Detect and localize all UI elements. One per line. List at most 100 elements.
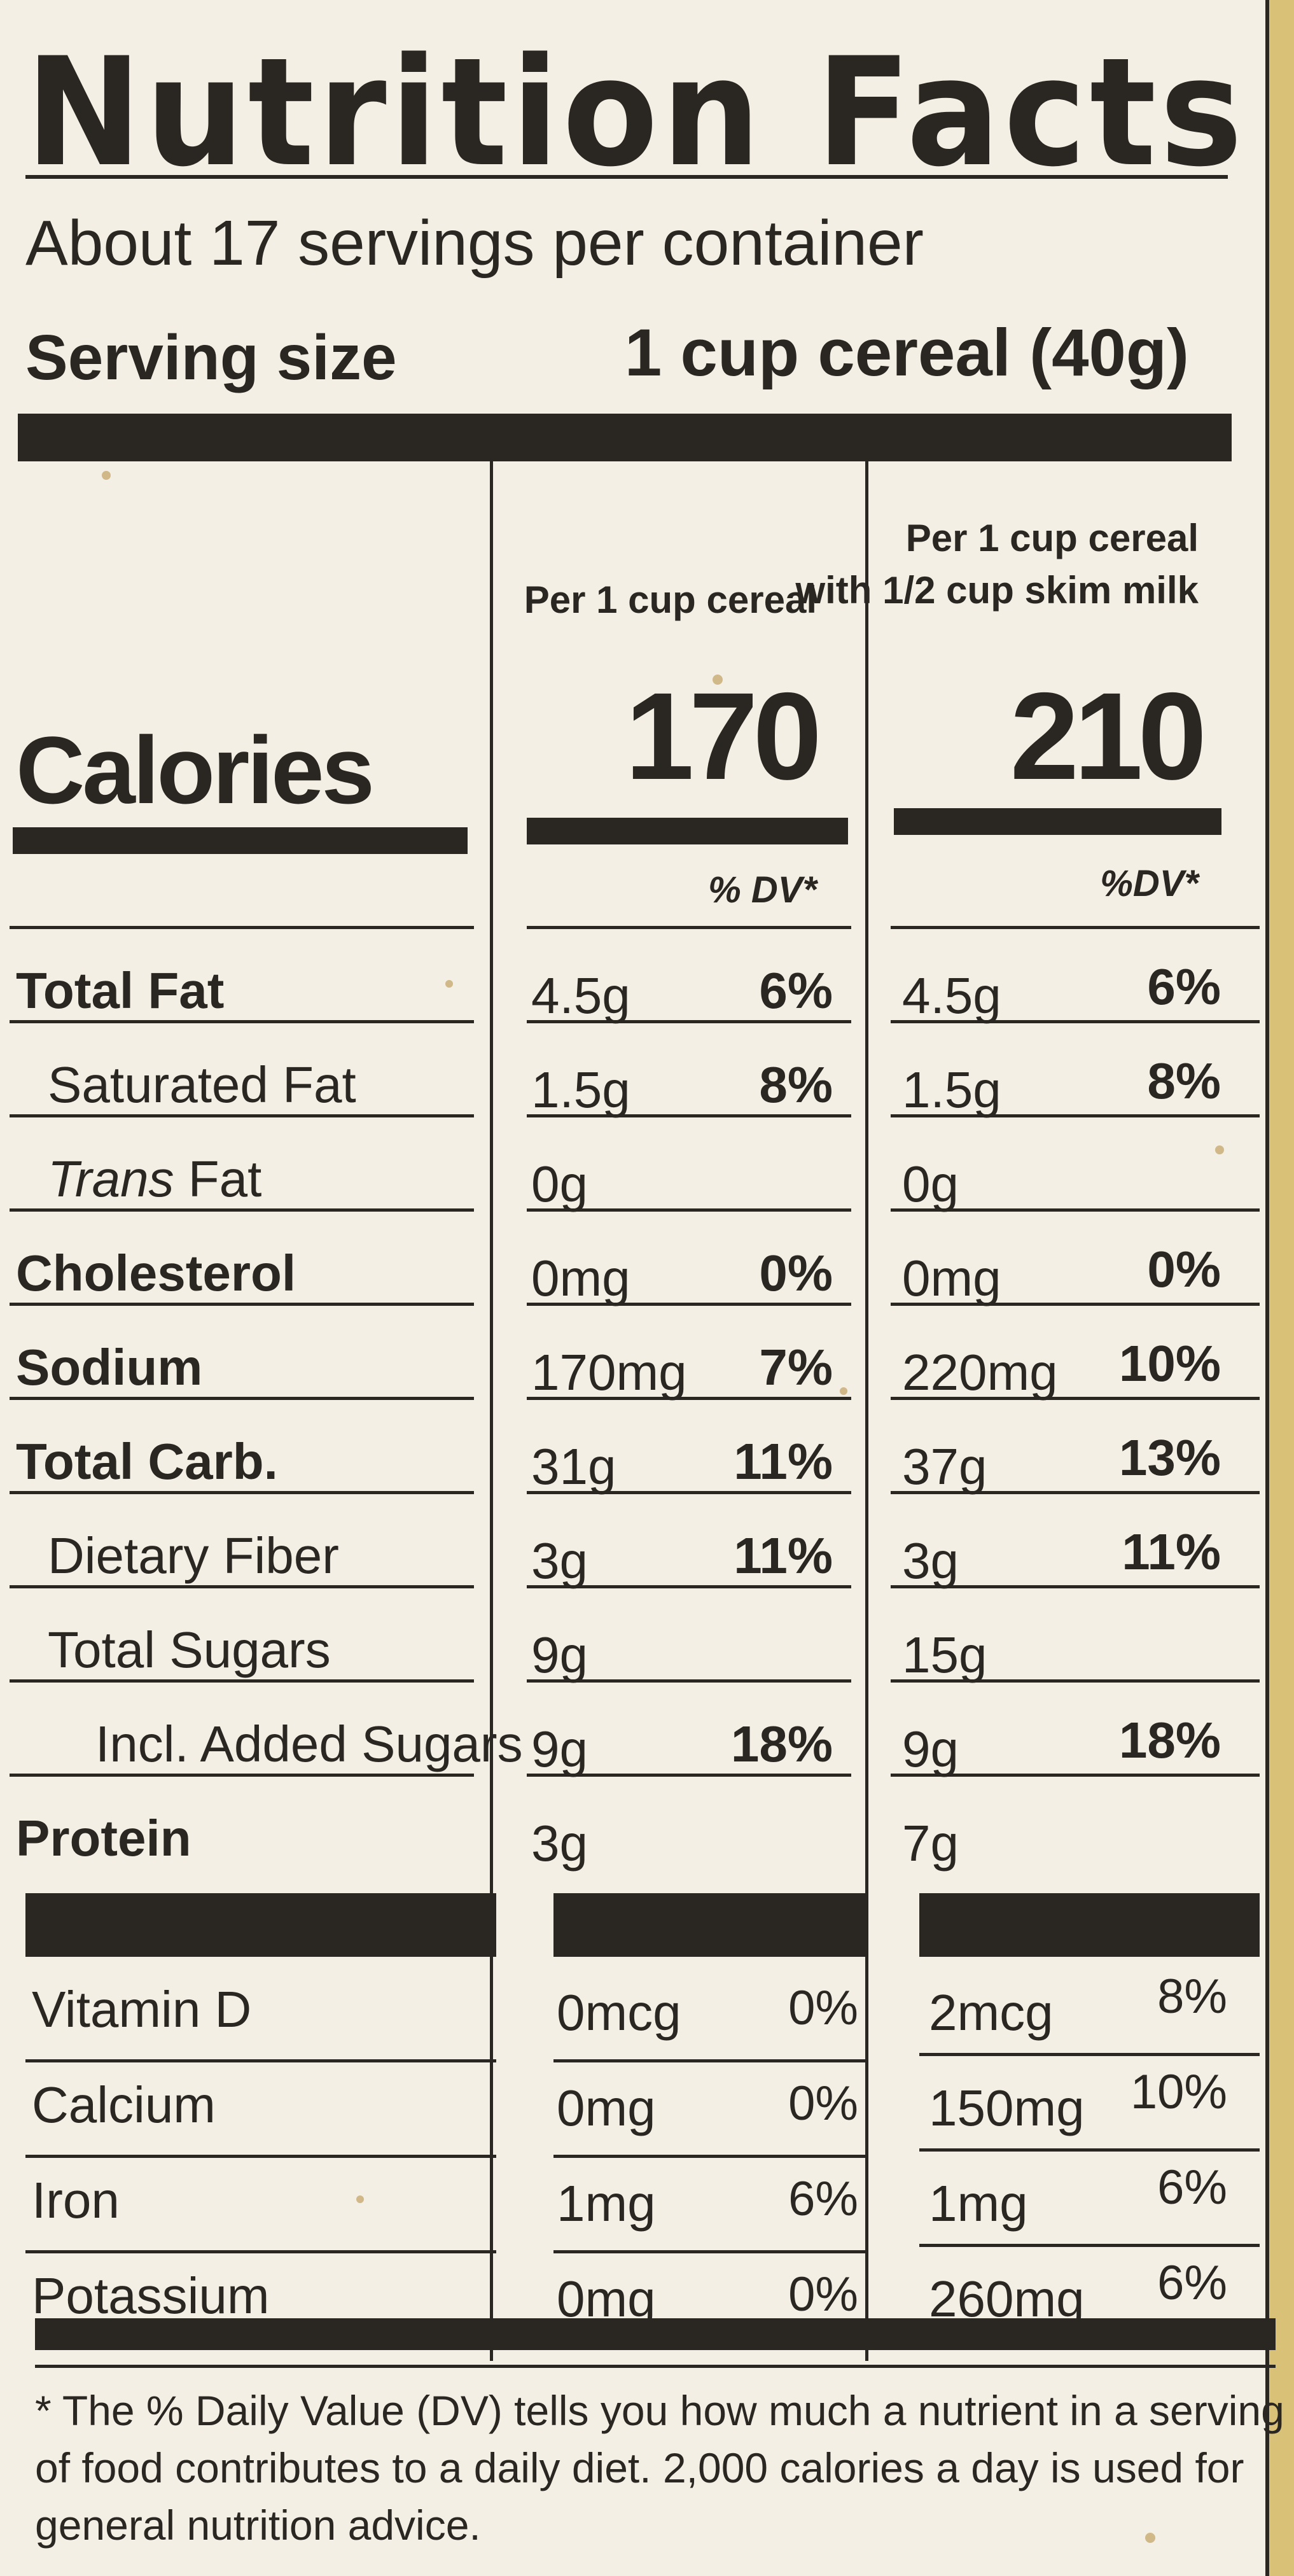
col2-amount: 37g — [902, 1438, 987, 1495]
col2-amount: 7g — [902, 1815, 959, 1872]
row-rule-mid — [527, 1020, 851, 1023]
col2-amount: 220mg — [902, 1344, 1058, 1401]
col1-amount: 3g — [531, 1532, 588, 1589]
col1-amount: 170mg — [531, 1344, 687, 1401]
col1-amount: 3g — [531, 1815, 588, 1872]
row-rule-right — [891, 1397, 1260, 1400]
vitamin-label: Potassium — [32, 2267, 270, 2324]
calories-col2: 210 — [1010, 667, 1207, 806]
row-rule-left — [10, 1679, 474, 1683]
crumb-speck — [840, 1387, 847, 1395]
vitamin-bar-mid — [553, 1893, 865, 1957]
vitamin-label: Vitamin D — [32, 1981, 252, 2038]
col1-dv: 8% — [759, 1056, 833, 1113]
row-rule-left — [10, 926, 474, 929]
row-rule-right — [891, 1208, 1260, 1212]
col1-amount: 31g — [531, 1438, 616, 1495]
col2-amount: 1.5g — [902, 1061, 1001, 1118]
row-rule-left — [10, 1114, 474, 1117]
nutrient-label: Saturated Fat — [48, 1056, 356, 1113]
vitamin-col1-amount: 1mg — [557, 2175, 656, 2232]
row-rule-mid — [527, 1585, 851, 1588]
calories-bar-mid — [527, 818, 848, 844]
row-rule-left — [10, 1208, 474, 1212]
crumb-speck — [356, 2195, 364, 2203]
vitamin-rule-mid — [553, 2250, 865, 2253]
vitamin-col1-dv: 0% — [788, 2076, 858, 2131]
crumb-speck — [102, 471, 111, 480]
col2-dv: 6% — [1147, 958, 1221, 1015]
row-rule-right — [891, 1114, 1260, 1117]
col2-amount: 0mg — [902, 1250, 1001, 1306]
calories-col1: 170 — [625, 667, 822, 806]
vitamin-col1-amount: 0mg — [557, 2080, 656, 2136]
row-rule-right — [891, 1303, 1260, 1306]
vitamin-rule-mid — [553, 2059, 865, 2062]
calories-bar-right — [894, 808, 1221, 835]
row-rule-mid — [527, 1679, 851, 1683]
col1-dv: 6% — [759, 962, 833, 1019]
vitamin-rule-right — [919, 2244, 1260, 2247]
column-divider-2 — [865, 458, 868, 2361]
vitamin-col1-amount: 0mcg — [557, 1984, 681, 2041]
col1-amount: 0g — [531, 1156, 588, 1212]
row-rule-mid — [527, 1208, 851, 1212]
row-rule-right — [891, 1491, 1260, 1494]
row-rule-mid — [527, 1303, 851, 1306]
nutrient-label: Total Carb. — [16, 1433, 278, 1490]
vitamin-col1-dv: 0% — [788, 1981, 858, 2035]
col2-dv: 10% — [1118, 1335, 1221, 1392]
vitamin-bar-left — [25, 1893, 496, 1957]
nutrient-label: Trans Fat — [48, 1154, 261, 1205]
vitamin-col2-amount: 2mcg — [929, 1984, 1054, 2041]
row-rule-mid — [527, 1774, 851, 1777]
col1-amount: 0mg — [531, 1250, 630, 1306]
vitamin-col2-amount: 260mg — [929, 2271, 1085, 2327]
col1-amount: 9g — [531, 1721, 588, 1777]
vitamin-label: Calcium — [32, 2076, 216, 2133]
nutrient-label: Cholesterol — [16, 1245, 296, 1301]
col1-dv: 0% — [759, 1245, 833, 1301]
row-rule-mid — [527, 926, 851, 929]
dv-header-col2: %DV* — [1100, 863, 1199, 904]
col1-dv: 11% — [734, 1527, 833, 1584]
footnote-line-2: of food contributes to a daily diet. 2,0… — [35, 2444, 1244, 2491]
col2-dv: 0% — [1147, 1241, 1221, 1298]
nutrient-label: Dietary Fiber — [48, 1527, 339, 1584]
serving-thick-bar — [18, 414, 1232, 461]
serving-size-value: 1 cup cereal (40g) — [624, 316, 1189, 390]
row-rule-mid — [527, 1397, 851, 1400]
col1-dv: 11% — [734, 1433, 833, 1490]
col2-dv: 18% — [1118, 1712, 1221, 1768]
row-rule-left — [10, 1303, 474, 1306]
col2-amount: 0g — [902, 1156, 959, 1212]
vitamin-rule-left — [25, 2059, 496, 2062]
nutrient-label-italic: Trans — [48, 1151, 174, 1207]
row-rule-left — [10, 1397, 474, 1400]
crumb-speck — [1215, 1145, 1224, 1154]
footnote-line-1: * The % Daily Value (DV) tells you how m… — [35, 2387, 1284, 2434]
row-rule-left — [10, 1491, 474, 1494]
nutrient-label: Total Fat — [16, 962, 225, 1019]
col2-dv: 8% — [1147, 1053, 1221, 1109]
col2-dv: 13% — [1118, 1429, 1221, 1486]
row-rule-right — [891, 1679, 1260, 1683]
calories-label: Calories — [16, 717, 375, 823]
vitamin-rule-left — [25, 2155, 496, 2158]
footnote-rule — [35, 2365, 1276, 2368]
row-rule-left — [10, 1585, 474, 1588]
col1-amount: 1.5g — [531, 1061, 630, 1118]
servings-per-container: About 17 servings per container — [25, 207, 924, 279]
col1-dv: 18% — [730, 1716, 833, 1772]
crumb-speck — [713, 675, 723, 685]
footnote-line-3: general nutrition advice. — [35, 2502, 481, 2549]
vitamin-col2-dv: 6% — [1157, 2160, 1227, 2215]
label-title: Nutrition Facts — [25, 26, 1246, 200]
vitamin-rule-left — [25, 2250, 496, 2253]
vitamin-col1-dv: 0% — [788, 2267, 858, 2321]
vitamin-col2-dv: 8% — [1157, 1970, 1227, 2024]
row-rule-right — [891, 1585, 1260, 1588]
col1-amount: 9g — [531, 1627, 588, 1683]
nutrient-label: Incl. Added Sugars — [95, 1716, 523, 1772]
